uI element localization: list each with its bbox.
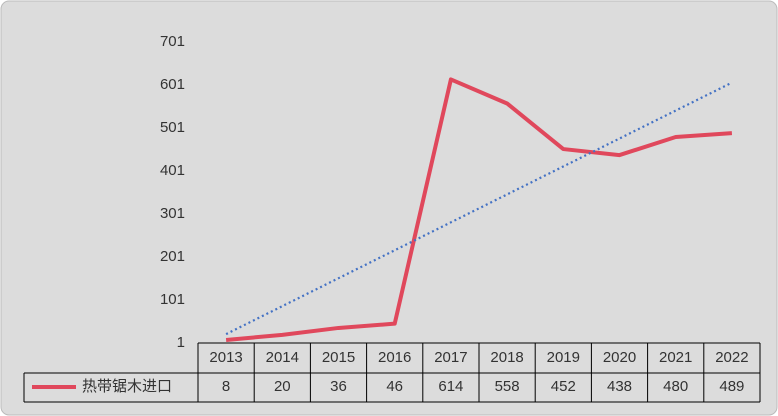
- x-tick-label: 2018: [490, 349, 523, 366]
- table-value: 20: [274, 378, 291, 395]
- trendline: [225, 81, 733, 336]
- table-value: 36: [330, 378, 347, 395]
- x-tick-label: 2021: [659, 349, 692, 366]
- legend-label: 热带锯木进口: [82, 378, 172, 395]
- x-tick-label: 2015: [322, 349, 355, 366]
- table-value: 614: [438, 378, 463, 395]
- x-tick-label: 2019: [547, 349, 580, 366]
- y-tick-label: 101: [160, 291, 185, 308]
- x-tick-label: 2014: [266, 349, 299, 366]
- y-tick-label: 601: [160, 76, 185, 93]
- y-tick-label: 1: [177, 334, 185, 351]
- table-value: 480: [663, 378, 688, 395]
- x-tick-label: 2022: [715, 349, 748, 366]
- table-value: 558: [495, 378, 520, 395]
- table-value: 489: [719, 378, 744, 395]
- y-tick-label: 501: [160, 119, 185, 136]
- y-tick-label: 701: [160, 33, 185, 50]
- y-tick-label: 201: [160, 248, 185, 265]
- x-tick-label: 2017: [434, 349, 467, 366]
- table-value: 46: [386, 378, 403, 395]
- table-value: 452: [551, 378, 576, 395]
- x-tick-label: 2016: [378, 349, 411, 366]
- x-tick-label: 2020: [603, 349, 636, 366]
- y-tick-label: 401: [160, 162, 185, 179]
- y-tick-label: 301: [160, 205, 185, 222]
- line: [225, 77, 733, 342]
- x-tick-label: 2013: [209, 349, 242, 366]
- table-value: 438: [607, 378, 632, 395]
- table-value: 8: [222, 378, 230, 395]
